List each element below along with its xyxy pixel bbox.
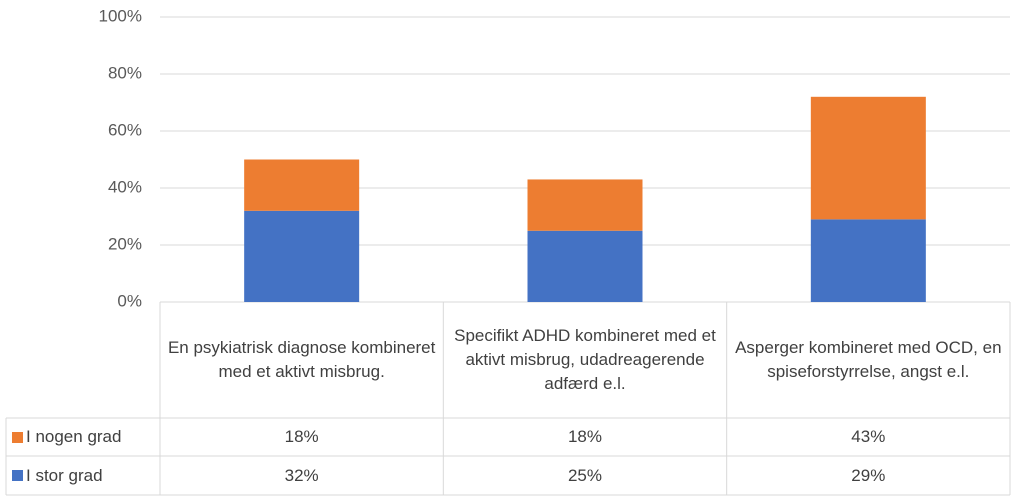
y-tick-label: 20%	[108, 234, 142, 253]
data-label: 43%	[727, 418, 1010, 456]
data-label: 25%	[443, 456, 726, 495]
category-label: En psykiatrisk diagnose kombineret med e…	[160, 302, 443, 418]
y-tick-label: 40%	[108, 177, 142, 196]
y-tick-label: 0%	[117, 291, 142, 310]
data-label-text: 18%	[284, 427, 319, 446]
category-label: Specifikt ADHD kombineret med et aktivt …	[443, 302, 726, 418]
data-label-text: 32%	[284, 465, 319, 485]
legend-label: I stor grad	[26, 465, 103, 485]
bar-segment	[810, 96, 926, 220]
data-label: 29%	[727, 456, 1010, 495]
bar-segment	[244, 210, 360, 302]
data-label-text: 18%	[567, 427, 602, 446]
data-label-text: 29%	[851, 465, 886, 485]
legend-label: I nogen grad	[26, 427, 122, 446]
bar-segment	[810, 219, 926, 302]
category-label-text: Asperger kombineret med OCD, en spisefor…	[735, 338, 1002, 381]
bar-segment	[244, 159, 360, 211]
y-tick-label: 60%	[108, 120, 142, 139]
category-label: Asperger kombineret med OCD, en spisefor…	[727, 302, 1010, 418]
data-label-text: 25%	[567, 465, 602, 485]
data-label: 18%	[160, 418, 443, 456]
legend-entry: I stor grad	[6, 456, 160, 495]
y-tick-label: 80%	[108, 63, 142, 82]
legend-swatch	[12, 470, 23, 481]
category-label-text: Specifikt ADHD kombineret med et aktivt …	[454, 326, 716, 393]
data-label-text: 43%	[851, 427, 886, 446]
bar-segment	[527, 179, 643, 231]
category-label-text: En psykiatrisk diagnose kombineret med e…	[167, 338, 436, 381]
bar-segment	[527, 230, 643, 302]
legend-swatch	[12, 431, 23, 443]
y-tick-label: 100%	[99, 6, 142, 25]
data-label: 32%	[160, 456, 443, 495]
data-label: 18%	[443, 418, 726, 456]
legend-entry: I nogen grad	[6, 418, 160, 456]
